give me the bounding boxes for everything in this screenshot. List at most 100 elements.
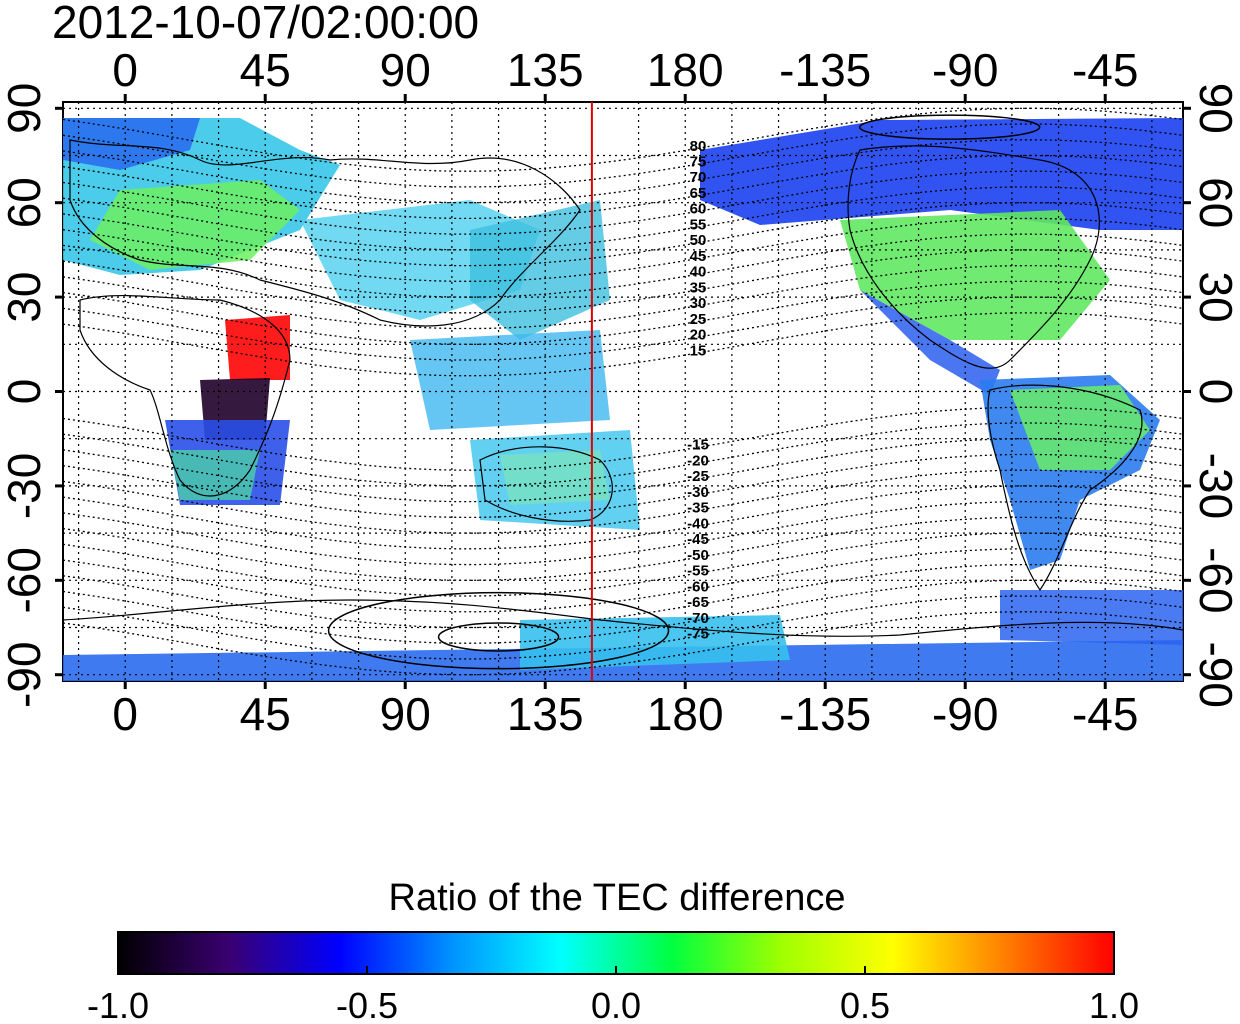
tec-region-arctic — [700, 118, 1183, 230]
contour-label: -60 — [687, 578, 709, 595]
contour-label: 60 — [690, 201, 707, 218]
tec-region-antarctic-right — [1000, 590, 1183, 645]
coastlines — [63, 139, 1183, 637]
mlat-contour — [63, 264, 1183, 330]
coastline-australia — [479, 446, 613, 522]
left-lat-label: -60 — [0, 547, 50, 613]
dotted-grid — [63, 102, 1183, 681]
top-lon-label: -135 — [779, 44, 871, 96]
left-lat-label: 0 — [0, 379, 50, 405]
contour-label: -55 — [687, 563, 709, 580]
contour-label: 25 — [690, 311, 707, 328]
south-pole-contour — [437, 622, 560, 652]
contour-label: 20 — [690, 327, 707, 344]
mlat-contour — [63, 154, 1183, 220]
top-longitude-axis: 0 45 90 135 180 -135 -90 -45 — [112, 44, 1138, 102]
contour-label: -45 — [687, 531, 709, 548]
mlat-contour — [63, 579, 1183, 644]
mlat-contour — [63, 233, 1183, 298]
contour-label: 15 — [690, 342, 707, 359]
mlat-contour — [63, 107, 1183, 172]
top-lon-label: 180 — [647, 44, 724, 96]
top-lon-label: 45 — [240, 44, 291, 96]
coastline-north-america — [847, 145, 1100, 369]
tec-region-east-asia — [470, 200, 610, 340]
left-lat-label: -90 — [0, 641, 50, 707]
tec-region-africa-red — [225, 315, 290, 380]
mlat-contour — [63, 453, 1183, 519]
bottom-lon-label: 45 — [240, 688, 291, 740]
north-pole-contour — [858, 114, 1041, 140]
mlat-contour — [63, 516, 1183, 581]
top-lon-label: 135 — [507, 44, 584, 96]
mlat-contour — [63, 123, 1183, 188]
contour-label: -70 — [687, 610, 709, 627]
mlat-contour — [63, 139, 1183, 204]
right-lat-label: -30 — [1190, 453, 1240, 519]
mlat-contour — [63, 170, 1183, 235]
left-lat-label: 30 — [0, 272, 50, 323]
contour-label: 45 — [690, 248, 707, 265]
contour-label: -15 — [687, 437, 709, 454]
right-lat-label: 30 — [1190, 272, 1240, 323]
bottom-lon-label: -45 — [1072, 688, 1138, 740]
mlat-contour — [63, 280, 1183, 345]
contour-label: -50 — [687, 547, 709, 564]
right-lat-label: 60 — [1190, 177, 1240, 228]
contour-label: -65 — [687, 594, 709, 611]
south-pole-contour — [327, 591, 670, 670]
mlat-contour — [63, 186, 1183, 251]
coastline-antarctica — [63, 599, 1183, 637]
top-lon-label: -90 — [932, 44, 998, 96]
mlat-contour — [63, 296, 1183, 361]
mlat-contour — [63, 217, 1183, 282]
tec-data-regions — [63, 118, 1183, 681]
bottom-longitude-axis: 0 45 90 135 180 -135 -90 -45 — [112, 681, 1138, 740]
mlat-contour — [63, 202, 1183, 267]
tec-region-sa-green — [1010, 385, 1150, 470]
colorbar-tick-label: 0.5 — [840, 985, 890, 1024]
top-lon-label: 0 — [112, 44, 138, 96]
colorbar-tick-label: 1.0 — [1089, 985, 1139, 1024]
contour-label: -75 — [687, 626, 709, 643]
colorbar-tick-label: 0.0 — [591, 985, 641, 1024]
top-lon-label: 90 — [380, 44, 431, 96]
mlat-contour — [63, 406, 1183, 471]
mlat-contour — [63, 438, 1183, 503]
contour-label: 35 — [690, 279, 707, 296]
tec-region-na-green — [840, 210, 1110, 340]
mlat-contour — [63, 548, 1183, 613]
left-latitude-axis: 90 60 30 0 -30 -60 -90 — [0, 83, 63, 708]
right-lat-label: 0 — [1190, 379, 1240, 405]
tec-region-na-blue — [860, 290, 1000, 395]
colorbar-tick-label: -1.0 — [87, 985, 149, 1024]
contour-label: 65 — [690, 185, 707, 202]
coastline-south-america — [987, 384, 1143, 592]
tec-region-sea — [410, 330, 610, 430]
contour-label: 55 — [690, 216, 707, 233]
contour-label: 70 — [690, 169, 707, 186]
mlat-contour — [63, 532, 1183, 597]
mlat-contour — [63, 249, 1183, 314]
mlat-contour — [63, 312, 1183, 377]
contour-label: -40 — [687, 515, 709, 532]
contour-label: -25 — [687, 468, 709, 485]
left-lat-label: 90 — [0, 83, 50, 134]
right-latitude-axis: 90 60 30 0 -30 -60 -90 — [1183, 83, 1240, 708]
mlat-contour — [63, 563, 1183, 629]
contour-label: 40 — [690, 264, 707, 281]
contour-label: -30 — [687, 484, 709, 501]
bottom-lon-label: 135 — [507, 688, 584, 740]
contour-label: 50 — [690, 232, 707, 249]
colorbar-ticks: -1.0 -0.5 0.0 0.5 1.0 — [87, 966, 1139, 1024]
mlat-contour — [63, 595, 1183, 660]
magnetic-latitude-contours — [63, 107, 1183, 676]
top-lon-label: -45 — [1072, 44, 1138, 96]
tec-region-australia-green — [500, 450, 610, 505]
right-lat-label: 90 — [1190, 83, 1240, 134]
bottom-lon-label: -135 — [779, 688, 871, 740]
bottom-lon-label: 90 — [380, 688, 431, 740]
bottom-lon-label: 0 — [112, 688, 138, 740]
contour-label: -20 — [687, 452, 709, 469]
